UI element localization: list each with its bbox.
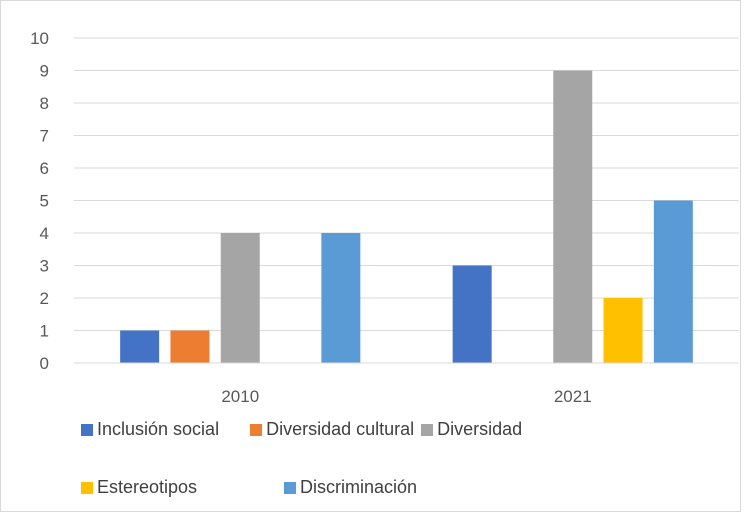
legend-label: Diversidad cultural xyxy=(266,419,415,439)
y-tick-label: 9 xyxy=(40,62,49,81)
legend-label: Inclusión social xyxy=(97,419,220,439)
x-tick-label: 2010 xyxy=(221,387,259,406)
bar xyxy=(452,265,492,363)
y-tick-label: 0 xyxy=(40,354,49,373)
y-tick-label: 3 xyxy=(40,257,49,276)
legend-item-estereotipos: Estereotipos xyxy=(81,477,279,498)
legend-label: Estereotipos xyxy=(97,477,198,497)
gridlines xyxy=(74,37,739,331)
legend-swatch xyxy=(284,481,297,494)
y-tick-label: 5 xyxy=(40,192,49,211)
bar xyxy=(653,200,693,363)
legend-item-inclusion-social: Inclusión social xyxy=(81,419,219,440)
legend-swatch xyxy=(81,423,93,436)
x-axis-tick-labels: 2010 2021 xyxy=(221,387,591,406)
y-tick-label: 4 xyxy=(40,224,49,243)
bar-chart: 0 1 2 3 4 5 6 7 8 9 10 2010 2021 xyxy=(30,29,739,406)
legend-item-diversidad: Diversidad xyxy=(421,419,522,440)
y-tick-label: 2 xyxy=(40,289,49,308)
bar xyxy=(553,70,593,363)
y-tick-label: 10 xyxy=(30,29,49,48)
bars xyxy=(120,70,693,363)
bar xyxy=(321,233,361,363)
legend-row-1: Inclusión social Diversidad cultural Div… xyxy=(81,419,522,441)
y-tick-label: 7 xyxy=(40,127,49,146)
legend-swatch xyxy=(81,481,93,494)
legend-label: Discriminación xyxy=(300,477,418,497)
y-tick-label: 6 xyxy=(40,159,49,178)
bar xyxy=(120,330,160,363)
legend-item-discriminacion: Discriminación xyxy=(284,477,417,498)
legend-item-diversidad-cultural: Diversidad cultural xyxy=(250,419,414,440)
y-tick-label: 1 xyxy=(40,322,49,341)
legend-swatch xyxy=(421,423,434,436)
legend-row-2: Estereotipos Discriminación xyxy=(81,477,417,499)
legend-label: Diversidad xyxy=(437,419,523,439)
legend-swatch xyxy=(250,423,263,436)
bar xyxy=(603,298,643,363)
bar xyxy=(220,233,260,363)
x-tick-label: 2021 xyxy=(554,387,592,406)
y-tick-label: 8 xyxy=(40,94,49,113)
y-axis-tick-labels: 0 1 2 3 4 5 6 7 8 9 10 xyxy=(30,29,49,373)
bar xyxy=(170,330,210,363)
